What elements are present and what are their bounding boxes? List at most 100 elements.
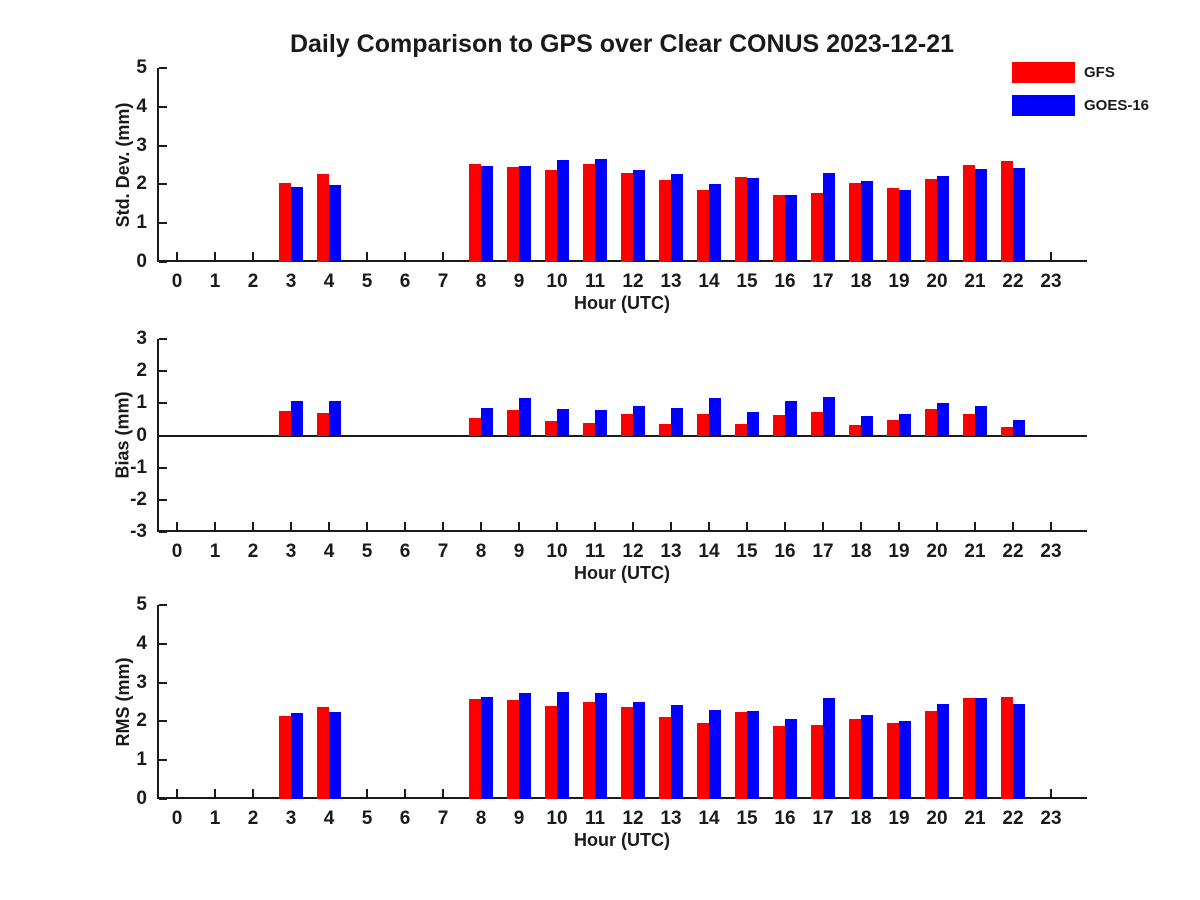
x-tick-label: 17 (812, 541, 834, 562)
x-tick-label: 15 (736, 808, 758, 829)
x-tick (480, 522, 482, 530)
bias-plot-area: -3 -2 -1 0 1 2 3 0 1 2 3 4 5 6 7 8 9 10 11 12 13 14 15 16 17 18 19… (130, 328, 1087, 562)
y-tick-label: 0 (136, 251, 147, 272)
bar-goes-16 (671, 173, 683, 262)
x-tick (442, 252, 444, 260)
x-tick-label: 10 (546, 808, 568, 829)
x-tick (214, 252, 216, 260)
bar-gfs (735, 176, 747, 262)
bar-gfs (545, 706, 557, 799)
bar-goes-16 (709, 184, 721, 262)
bar-gfs (735, 712, 747, 799)
bar-gfs (279, 410, 291, 436)
bar-goes-16 (975, 698, 987, 799)
x-tick-label: 18 (850, 271, 872, 292)
bar-gfs (887, 420, 899, 436)
x-tick (822, 522, 824, 530)
bar-gfs (317, 173, 329, 262)
x-tick-label: 8 (475, 541, 487, 562)
bar-gfs (887, 722, 899, 799)
y-tick (159, 604, 167, 606)
bar-goes-16 (747, 177, 759, 262)
x-tick-label: 11 (584, 541, 606, 562)
x-tick-label: 4 (323, 808, 335, 829)
x-tick-label: 7 (437, 271, 449, 292)
x-tick-label: 12 (622, 541, 644, 562)
x-tick-label: 17 (812, 271, 834, 292)
y-tick (159, 105, 167, 108)
legend-swatch-goes16 (1012, 94, 1075, 116)
x-tick-label: 8 (475, 271, 487, 292)
bar-gfs (697, 189, 709, 262)
y-tick (159, 67, 167, 69)
x-tick-label: 22 (1002, 808, 1024, 829)
x-tick-label: 10 (546, 271, 568, 292)
x-tick (1050, 789, 1052, 797)
x-tick-label: 9 (513, 808, 525, 829)
bar-goes-16 (785, 719, 797, 799)
x-tick-label: 15 (736, 271, 758, 292)
bar-gfs (659, 716, 671, 799)
bar-goes-16 (747, 710, 759, 799)
bar-gfs (545, 170, 557, 262)
bar-goes-16 (633, 406, 645, 436)
y-tick (159, 370, 167, 373)
x-tick (404, 522, 406, 530)
x-tick-label: 0 (171, 808, 183, 829)
bar-goes-16 (1013, 420, 1025, 436)
x-tick (252, 522, 254, 530)
bar-gfs (849, 182, 861, 262)
y-tick-label: 1 (136, 212, 147, 234)
x-tick-label: 22 (1002, 541, 1024, 562)
x-tick-label: 23 (1040, 808, 1062, 829)
y-tick (159, 183, 167, 186)
x-tick-label: 3 (285, 808, 297, 829)
bar-gfs (811, 193, 823, 262)
legend: GFS GOES-16 (1012, 61, 1149, 127)
rms-y-axis-label: RMS (mm) (113, 657, 133, 747)
x-tick-label: 14 (698, 271, 720, 292)
legend-label-goes16: GOES-16 (1084, 96, 1150, 114)
bar-goes-16 (291, 186, 303, 262)
x-tick-label: 6 (399, 271, 411, 292)
x-tick-label: 9 (513, 271, 525, 292)
x-tick-label: 5 (361, 271, 373, 292)
x-tick-label: 2 (247, 541, 259, 562)
x-tick-label: 0 (171, 541, 183, 562)
bar-goes-16 (329, 712, 341, 799)
bar-gfs (773, 415, 785, 436)
x-tick-label: 17 (812, 808, 834, 829)
bar-gfs (963, 414, 975, 436)
bar-gfs (963, 164, 975, 262)
bar-gfs (583, 422, 595, 436)
y-tick-label: 2 (136, 360, 147, 382)
x-tick-label: 2 (247, 808, 259, 829)
bar-goes-16 (747, 412, 759, 436)
bar-gfs (621, 707, 633, 799)
x-tick-label: 9 (513, 541, 525, 562)
x-tick-label: 11 (584, 271, 606, 292)
x-tick (404, 789, 406, 797)
x-tick (328, 522, 330, 530)
y-tick (159, 681, 167, 684)
bar-gfs (849, 424, 861, 436)
x-tick-label: 23 (1040, 271, 1062, 292)
legend-swatch-gfs (1012, 61, 1075, 83)
chart-title: Daily Comparison to GPS over Clear CONUS… (289, 30, 955, 58)
bar-gfs (1001, 696, 1013, 799)
y-tick-label: 2 (136, 173, 147, 195)
stddev-x-axis-label: Hour (UTC) (574, 293, 670, 313)
bar-gfs (659, 424, 671, 436)
x-tick (404, 252, 406, 260)
y-axis-spine (157, 605, 159, 799)
x-tick-label: 19 (888, 271, 910, 292)
x-tick-label: 21 (964, 808, 986, 829)
bar-gfs (849, 718, 861, 799)
x-tick (176, 789, 178, 797)
x-tick-label: 16 (774, 271, 796, 292)
y-tick-label: 4 (136, 95, 147, 117)
bar-gfs (279, 715, 291, 799)
x-tick-label: 14 (698, 808, 720, 829)
bar-gfs (317, 707, 329, 799)
y-tick (159, 531, 167, 533)
